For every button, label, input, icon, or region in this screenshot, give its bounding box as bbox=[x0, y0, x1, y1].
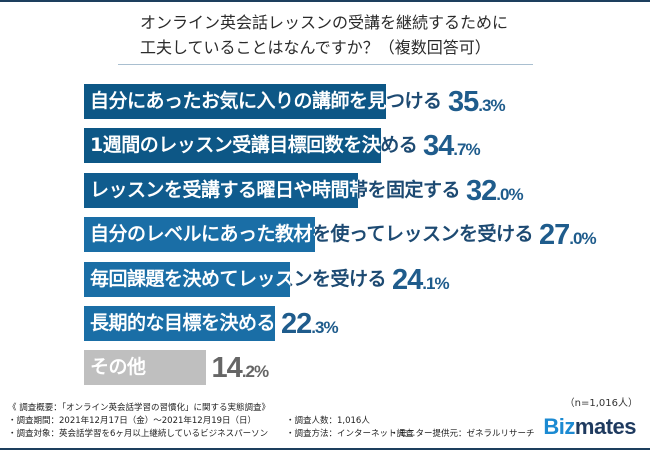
bar-label: 毎回課題を決めてレッスンを受ける bbox=[90, 265, 387, 294]
value-dec: .1% bbox=[422, 273, 449, 293]
title-line-2: 工夫していることはなんですか？（複数回答可） bbox=[140, 38, 491, 57]
bar-row: その他 14.2% bbox=[0, 350, 650, 386]
bar-row: 自分のレベルにあった教材を使ってレッスンを受ける 27.0% bbox=[0, 217, 650, 253]
value-label: 14.2% bbox=[211, 351, 270, 390]
notes-method: ・調査方法：インターネット調査 bbox=[286, 429, 414, 439]
title-line-1: オンライン英会話レッスンの受講を継続するために bbox=[140, 13, 509, 32]
bar-label: その他 bbox=[90, 353, 146, 382]
notes-target: ・調査対象：英会話学習を6ヶ月以上継続しているビジネスパーソン bbox=[8, 429, 269, 439]
bar bbox=[84, 128, 382, 164]
value-int: 27 bbox=[539, 219, 570, 252]
bar bbox=[84, 306, 275, 341]
value-int: 32 bbox=[466, 174, 497, 207]
bar bbox=[84, 172, 358, 208]
value-int: 22 bbox=[281, 308, 312, 340]
logo-part-1: Biz bbox=[543, 414, 575, 439]
bizmates-logo: Bizmates bbox=[543, 414, 636, 440]
bar-row: 長期的な目標を決める 22.3% bbox=[0, 306, 650, 341]
bar bbox=[84, 217, 316, 253]
value-dec: .7% bbox=[453, 140, 480, 160]
bar bbox=[84, 84, 387, 119]
value-dec: .3% bbox=[478, 96, 505, 115]
value-label: 24.1% bbox=[392, 263, 450, 302]
value-int: 24 bbox=[392, 263, 423, 296]
survey-notes: 《 調査概要：「オンライン英会話学習の習慣化」に関する実態調査》 ・調査期間：2… bbox=[8, 402, 535, 441]
bottom-border bbox=[0, 448, 650, 450]
title-divider bbox=[118, 64, 533, 65]
value-int: 35 bbox=[448, 86, 479, 118]
value-label: 35.3% bbox=[448, 85, 506, 124]
bar-label: 自分にあったお気に入りの講師を見つける bbox=[90, 87, 442, 116]
bar-row: 1週間のレッスン受講目標回数を決める 34.7% bbox=[0, 128, 650, 164]
bar-label: 自分のレベルにあった教材を使ってレッスンを受ける bbox=[90, 220, 534, 249]
notes-count: ・調査人数：1,016人 bbox=[286, 416, 370, 426]
bar-row: 毎回課題を決めてレッスンを受ける 24.1% bbox=[0, 261, 650, 297]
bar-row: レッスンを受講する曜日や時間帯を固定する 32.0% bbox=[0, 172, 650, 208]
bar-label: 長期的な目標を決める bbox=[90, 309, 276, 338]
value-label: 32.0% bbox=[466, 174, 524, 213]
value-label: 27.0% bbox=[539, 218, 597, 257]
value-dec: .3% bbox=[311, 318, 338, 337]
logo-part-2: mates bbox=[574, 414, 637, 439]
value-dec: .0% bbox=[496, 184, 523, 204]
bar-label: 1週間のレッスン受講目標回数を決める bbox=[90, 131, 418, 160]
sample-size: （n=1,016人） bbox=[564, 398, 638, 409]
chart-title: オンライン英会話レッスンの受講を継続するために 工夫していることはなんですか？（… bbox=[118, 10, 533, 60]
value-dec: .0% bbox=[569, 229, 596, 249]
value-int: 34 bbox=[423, 130, 454, 163]
value-dec: .2% bbox=[241, 362, 269, 382]
notes-heading: 《 調査概要：「オンライン英会話学習の習慣化」に関する実態調査》 bbox=[8, 403, 270, 413]
bar-label: レッスンを受講する曜日や時間帯を固定する bbox=[90, 176, 461, 205]
notes-period: ・調査期間：2021年12月17日（金）～2021年12月19日（日） bbox=[8, 416, 257, 426]
notes-monitor: ・モニター提供元：ゼネラルリサーチ bbox=[390, 429, 535, 439]
value-int: 14 bbox=[211, 352, 243, 385]
value-label: 22.3% bbox=[281, 307, 339, 346]
bar bbox=[84, 350, 206, 386]
value-label: 34.7% bbox=[423, 129, 481, 168]
bar-row: 自分にあったお気に入りの講師を見つける 35.3% bbox=[0, 84, 650, 119]
bar bbox=[84, 261, 291, 297]
top-border bbox=[0, 0, 650, 2]
